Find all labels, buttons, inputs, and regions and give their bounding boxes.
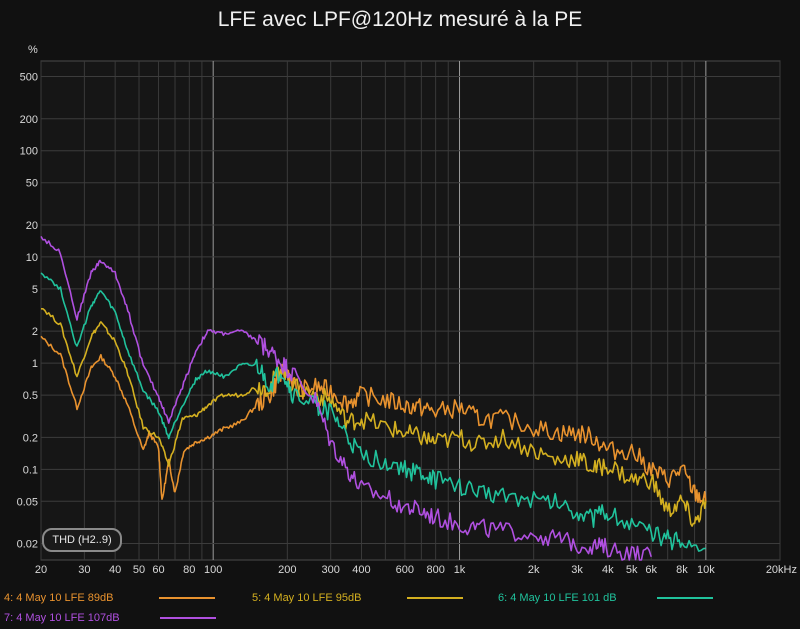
x-tick-label: 20 [35, 564, 47, 576]
legend-swatch [159, 617, 216, 619]
y-tick-label: 100 [20, 146, 38, 158]
x-tick-label: 10k [697, 564, 715, 576]
x-tick-label: 60 [152, 564, 164, 576]
y-tick-label: 10 [26, 252, 38, 264]
x-tick-label: 400 [352, 564, 370, 576]
y-tick-label: 50 [26, 178, 38, 190]
x-tick-label: 8k [676, 564, 688, 576]
legend-item-series-6[interactable]: 6: 4 May 10 LFE 101 dB [498, 592, 713, 604]
x-tick-label: 1k [454, 564, 466, 576]
y-tick-label: 0.2 [23, 432, 38, 444]
legend-item-series-5[interactable]: 5: 4 May 10 LFE 95dB [252, 592, 464, 604]
thd-annotation-badge[interactable]: THD (H2..9) [42, 528, 122, 552]
legend-item-series-7[interactable]: 7: 4 May 10 LFE 107dB [4, 612, 216, 624]
chart-title: LFE avec LPF@120Hz mesuré à la PE [217, 8, 583, 31]
x-tick-label: 300 [322, 564, 340, 576]
legend-label: 4: 4 May 10 LFE 89dB [4, 592, 114, 604]
x-tick-label: 5k [626, 564, 638, 576]
y-tick-label: 200 [20, 114, 38, 126]
series-lines [40, 236, 707, 561]
x-tick-label: 100 [204, 564, 222, 576]
x-tick-label: 4k [602, 564, 614, 576]
legend-label: 5: 4 May 10 LFE 95dB [252, 592, 362, 604]
legend-label: 7: 4 May 10 LFE 107dB [4, 612, 120, 624]
y-axis-unit: % [28, 44, 38, 56]
y-tick-label: 0.5 [23, 390, 38, 402]
legend-swatch [656, 597, 713, 599]
series-line-7 [40, 236, 652, 561]
x-tick-label: 6k [645, 564, 657, 576]
legend-swatch [159, 597, 216, 599]
series-line-6 [40, 272, 706, 552]
legend-label: 6: 4 May 10 LFE 101 dB [498, 592, 617, 604]
y-tick-label: 2 [32, 326, 38, 338]
legend-item-series-4[interactable]: 4: 4 May 10 LFE 89dB [4, 592, 216, 604]
x-tick-label: 2k [528, 564, 540, 576]
legend-swatch [407, 597, 464, 599]
x-tick-label: 30 [78, 564, 90, 576]
y-tick-label: 0.05 [17, 496, 38, 508]
y-tick-label: 500 [20, 72, 38, 84]
y-axis-ticks: 500 200 100 50 20 10 5 2 1 0.5 0.2 0.1 0.05 0.02 [17, 72, 38, 551]
y-tick-label: 1 [32, 358, 38, 370]
y-tick-label: 5 [32, 284, 38, 296]
x-tick-label: 80 [183, 564, 195, 576]
x-tick-label: 600 [396, 564, 414, 576]
y-tick-label: 0.02 [17, 539, 38, 551]
x-tick-label: 200 [278, 564, 296, 576]
x-tick-label: 50 [133, 564, 145, 576]
y-tick-label: 20 [26, 220, 38, 232]
x-tick-label: 20kHz [766, 564, 797, 576]
x-tick-label: 3k [571, 564, 583, 576]
x-tick-label: 40 [109, 564, 121, 576]
x-tick-label: 800 [426, 564, 444, 576]
x-axis-ticks: 20 30 40 50 60 80 100 200 300 400 600 800 1k 2k 3k 4k 5k… [35, 564, 797, 576]
y-tick-label: 0.1 [23, 464, 38, 476]
